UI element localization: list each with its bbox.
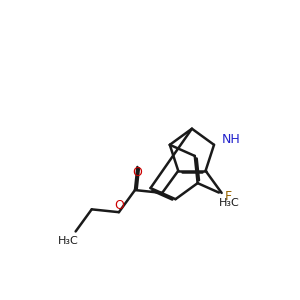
Text: F: F xyxy=(225,190,232,203)
Text: NH: NH xyxy=(222,133,240,146)
Text: H₃C: H₃C xyxy=(218,198,239,208)
Text: O: O xyxy=(133,166,142,179)
Text: O: O xyxy=(114,199,124,212)
Text: H₃C: H₃C xyxy=(58,236,79,246)
